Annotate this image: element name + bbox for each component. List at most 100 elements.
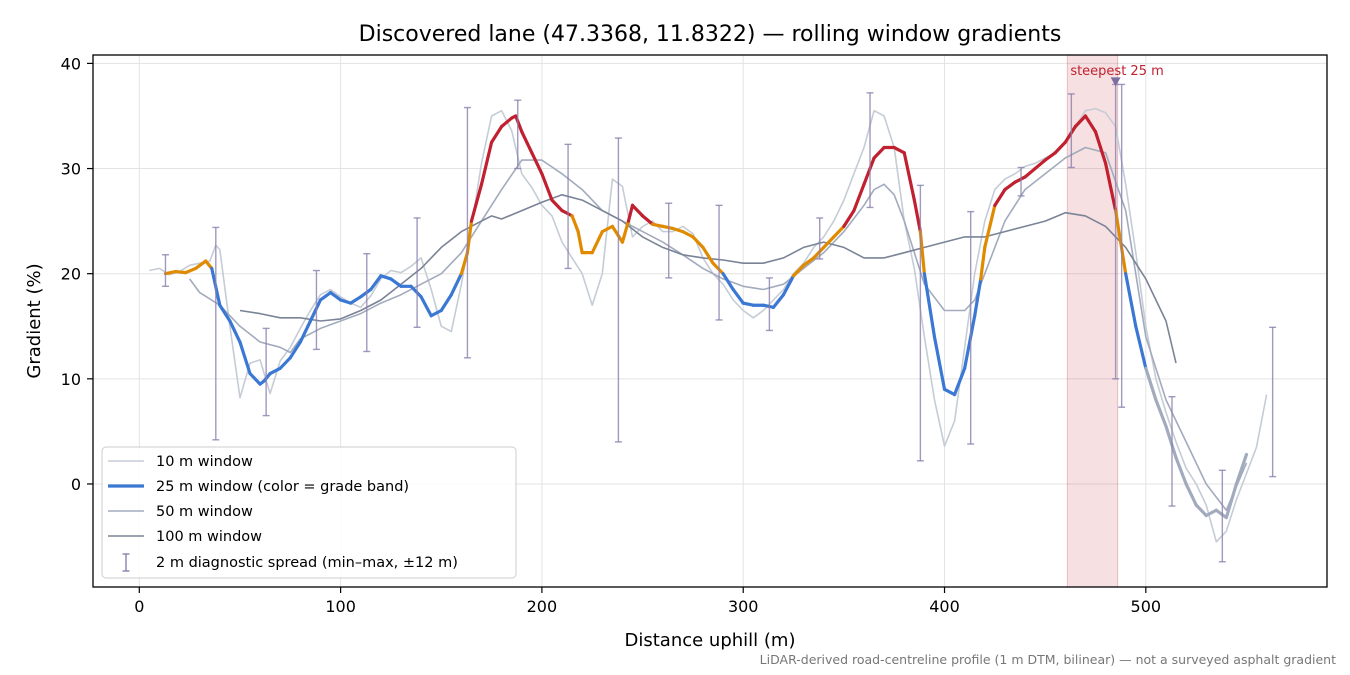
series-25m-segment	[651, 222, 665, 228]
series-25m-segment	[902, 151, 916, 202]
series-25m-segment	[862, 156, 876, 186]
series-25m-segment	[822, 235, 836, 250]
series-25m-segment	[892, 145, 906, 155]
legend-label-10m: 10 m window	[156, 454, 253, 470]
series-25m-segment	[540, 172, 554, 202]
legend-label-50m: 50 m window	[156, 504, 253, 520]
plot-frame	[92, 54, 1328, 588]
series-25m-segment	[520, 130, 534, 155]
series-25m-segment	[570, 214, 580, 234]
series-25m-segment	[1154, 398, 1168, 428]
errorbar	[514, 99, 522, 170]
series-25m-segment	[1234, 452, 1249, 486]
series-25m-segment	[610, 224, 625, 244]
series-25m-segment	[761, 303, 776, 309]
series-25m-segment	[576, 230, 584, 255]
errorbar	[1168, 395, 1176, 507]
legend-label-25m: 25 m window (color = grade band)	[156, 479, 409, 495]
x-tick-label: 500	[1131, 597, 1162, 616]
series-25m-segment	[1134, 324, 1148, 370]
series-25m-segment	[379, 274, 393, 281]
series-25m-segment	[701, 245, 715, 265]
series-25m-segment	[912, 198, 922, 234]
series-25m-segment	[1124, 272, 1138, 328]
y-tick-label: 20	[61, 265, 81, 284]
errorbar	[363, 253, 371, 353]
series-25m-segment	[711, 261, 725, 276]
series-25m-segment	[184, 266, 198, 275]
legend-label-errorbar: 2 m diagnostic spread (min–max, ±12 m)	[156, 555, 458, 571]
x-tick-label: 300	[728, 597, 759, 616]
series-25m-segment	[439, 293, 453, 313]
x-tick-label: 200	[527, 597, 558, 616]
series-25m-segment	[449, 272, 463, 297]
series-25m-segment	[802, 256, 816, 267]
series-25m-segment	[469, 182, 484, 223]
series-25m-segment	[973, 277, 983, 318]
series-25m-segment	[1184, 482, 1198, 507]
series-25m-segment	[500, 116, 514, 129]
series-25m-segment	[1174, 456, 1188, 486]
series-25m-segment	[1043, 151, 1057, 162]
series-25m-segment	[781, 274, 796, 297]
series-25m-segment	[369, 274, 383, 292]
errorbar	[312, 269, 320, 351]
x-tick-label: 400	[929, 597, 960, 616]
errorbar	[161, 254, 169, 288]
series-25m-segment	[852, 182, 866, 213]
series-25m-segment	[194, 259, 208, 271]
series-25m-segment	[1093, 130, 1108, 165]
series-25m-segment	[681, 230, 695, 239]
legend-swatch-errorbar	[122, 553, 130, 572]
errorbar	[765, 277, 773, 332]
series-25m-segment	[1214, 508, 1228, 520]
series-25m-segment	[550, 198, 564, 213]
series-25m-segment	[489, 124, 504, 144]
series-25m-segment	[479, 140, 494, 186]
series-25m-segment	[1164, 424, 1178, 460]
legend-box	[101, 446, 517, 579]
x-axis-label: Distance uphill (m)	[625, 630, 796, 651]
series-25m-segment	[600, 224, 614, 234]
x-tick-label: 0	[134, 597, 144, 616]
series-25m-segment	[731, 287, 745, 305]
series-25m-segment	[721, 272, 735, 292]
series-25m-segment	[983, 203, 997, 250]
series-25m-segment	[339, 298, 353, 305]
footnote: LiDAR-derived road-centreline profile (1…	[760, 652, 1336, 667]
annotations: steepest 25 m	[1070, 64, 1164, 87]
series-25m-segment	[671, 226, 685, 234]
series-25m-segment	[791, 263, 806, 278]
series-25m-segment	[308, 298, 323, 323]
series-25m-segment	[1083, 114, 1098, 134]
series-25m-segment	[560, 209, 574, 218]
errorbar	[1067, 93, 1075, 169]
series-25m-segment	[1224, 482, 1239, 520]
series-25m-segment	[1204, 508, 1218, 518]
errorbar	[212, 226, 220, 441]
series-25m-segment	[349, 295, 363, 305]
y-tick-label: 0	[71, 475, 81, 494]
series-25m-segment	[630, 203, 645, 218]
series-25m-segment	[842, 209, 856, 228]
series-25m-segment	[1073, 114, 1088, 129]
series-25m-segment	[1103, 161, 1118, 213]
series-25m-segment	[771, 293, 786, 309]
series-25m-segment	[691, 235, 705, 250]
errorbar	[262, 327, 270, 417]
series-25m-segment	[248, 371, 262, 386]
errorbar	[967, 210, 975, 445]
series-25m-segment	[173, 269, 188, 275]
errorbar	[1118, 83, 1126, 408]
series-25m-segment	[932, 335, 947, 391]
legend-label-100m: 100 m window	[156, 529, 262, 545]
series-25m-segment	[1053, 140, 1067, 155]
series-25m-segment	[318, 291, 333, 302]
series-25m-segment	[419, 295, 433, 318]
series-25m-segment	[620, 219, 631, 244]
series-25m-segment	[922, 272, 937, 339]
series-25m-segment	[278, 356, 292, 370]
errorbar	[715, 204, 723, 321]
series-25m-segment	[1023, 166, 1037, 179]
